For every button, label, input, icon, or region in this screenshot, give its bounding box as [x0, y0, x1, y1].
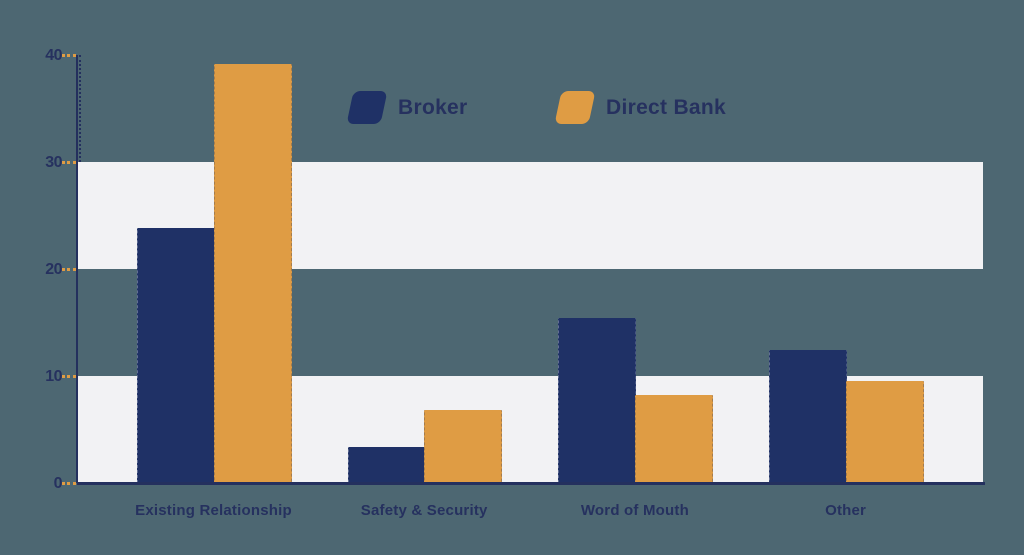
legend-label-broker: Broker — [398, 95, 468, 119]
bar-direct-bank — [424, 410, 503, 483]
y-axis-label: 10 — [45, 368, 62, 385]
bar-broker — [137, 228, 215, 483]
y-axis-tick — [62, 481, 76, 485]
y-axis-label: 0 — [53, 475, 63, 492]
y-axis-tick — [62, 374, 76, 378]
legend-item-direct-bank: Direct Bank — [554, 91, 727, 124]
bar-direct-bank — [845, 381, 924, 483]
y-axis-label: 40 — [45, 47, 62, 64]
category-label: Word of Mouth — [580, 502, 689, 519]
bar-broker — [769, 350, 848, 483]
y-axis-label: 20 — [45, 261, 62, 278]
bar-broker — [347, 446, 426, 483]
bar-direct-bank — [213, 63, 292, 483]
broker-swatch — [346, 91, 388, 124]
legend-item-broker: Broker — [346, 91, 468, 124]
y-axis-line — [75, 55, 78, 483]
y-axis-tick — [62, 53, 76, 57]
category-label: Safety & Security — [360, 502, 488, 519]
bar-broker — [558, 318, 637, 483]
bar-direct-bank — [634, 395, 713, 483]
y-axis-dotted-line — [79, 55, 81, 162]
legend-label-direct-bank: Direct Bank — [606, 95, 727, 119]
category-label: Existing Relationship — [135, 502, 292, 519]
y-axis-tick — [62, 160, 76, 164]
direct-bank-swatch — [554, 91, 596, 124]
y-axis-tick — [62, 267, 76, 271]
x-axis-line — [77, 481, 985, 485]
y-axis-label: 30 — [45, 154, 62, 171]
category-label: Other — [825, 502, 867, 519]
